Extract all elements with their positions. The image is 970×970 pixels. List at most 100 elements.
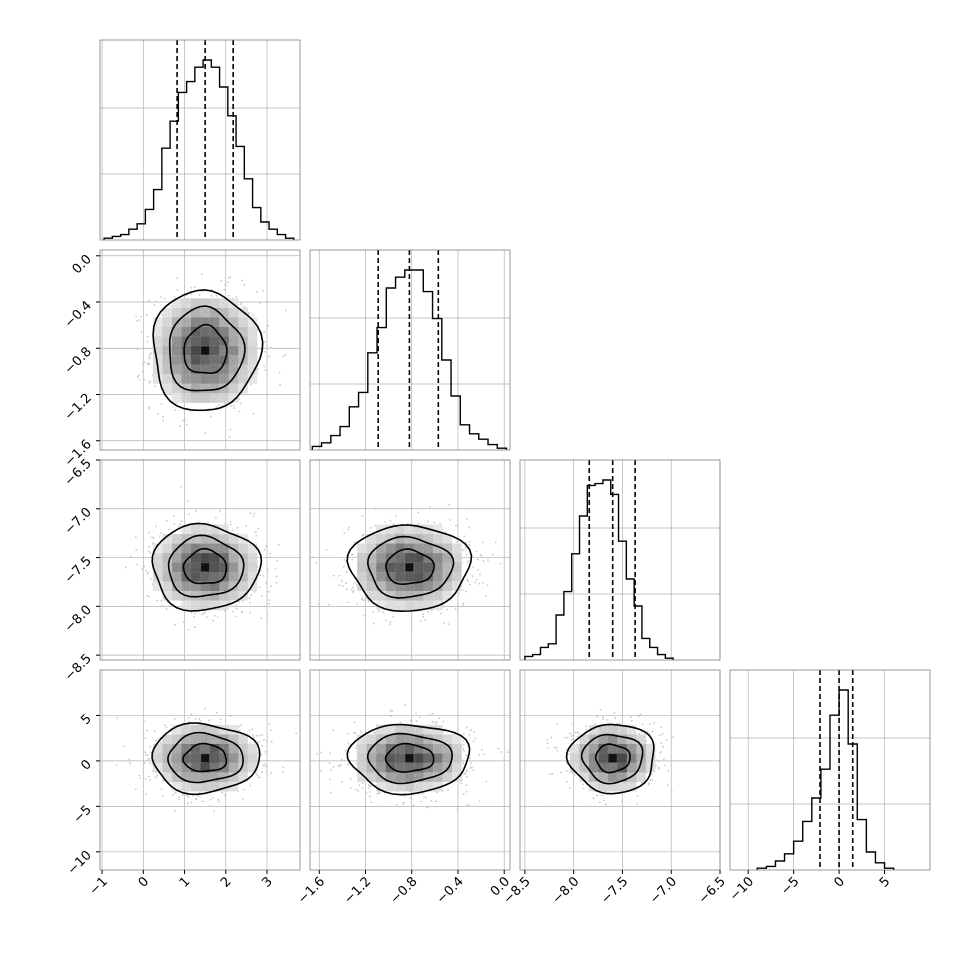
density-cell: [385, 600, 396, 611]
scatter-point: [143, 361, 146, 364]
panel-content: [115, 707, 298, 813]
scatter-point: [462, 549, 464, 552]
scatter-point: [239, 402, 242, 405]
density-cell: [152, 326, 163, 337]
scatter-point: [179, 523, 181, 526]
scatter-point: [361, 787, 364, 790]
scatter-point: [260, 753, 263, 756]
density-cell: [181, 326, 191, 337]
density-cell: [442, 543, 453, 554]
scatter-point: [402, 801, 405, 804]
density-cell: [452, 581, 462, 592]
density-cell: [209, 383, 220, 394]
scatter-point: [466, 578, 469, 581]
density-cell: [181, 724, 191, 735]
scatter-point: [142, 733, 145, 736]
scatter-point: [267, 590, 270, 593]
density-cell: [162, 734, 172, 744]
density-cell: [181, 743, 191, 754]
scatter-point: [261, 734, 263, 736]
density-cell: [152, 336, 163, 346]
density-cell: [423, 543, 434, 554]
density-cell: [219, 743, 229, 754]
scatter-point: [419, 619, 422, 622]
scatter-point: [181, 794, 184, 797]
scatter-point: [361, 515, 364, 517]
scatter-point: [349, 787, 352, 789]
scatter-point: [345, 571, 348, 573]
scatter-point: [346, 588, 348, 590]
scatter-point: [263, 763, 266, 765]
density-cell: [200, 734, 210, 744]
scatter-point: [346, 763, 349, 766]
scatter-point: [141, 568, 143, 570]
density-cell: [376, 781, 386, 792]
scatter-point: [338, 574, 341, 577]
scatter-point: [175, 402, 178, 405]
scatter-point: [191, 466, 193, 468]
scatter-point: [240, 610, 243, 613]
density-cell: [200, 383, 210, 394]
scatter-point: [262, 764, 265, 767]
scatter-point: [374, 731, 377, 734]
density-cell: [162, 543, 172, 554]
scatter-point: [345, 582, 348, 585]
density-cell: [228, 543, 239, 554]
density-cell: [423, 581, 434, 592]
density-cell: [209, 524, 220, 535]
scatter-point: [472, 566, 475, 568]
scatter-point: [270, 740, 273, 743]
density-cell: [190, 553, 201, 563]
scatter-point: [266, 615, 269, 617]
scatter-point: [136, 348, 139, 351]
scatter-point: [153, 385, 156, 388]
panel-frame: [99, 669, 301, 871]
scatter-point: [204, 432, 207, 435]
scatter-point: [253, 512, 256, 515]
density-cell: [238, 543, 248, 554]
scatter-point: [249, 247, 251, 249]
density-cell: [385, 543, 396, 554]
hist-panel-3: [729, 669, 931, 871]
density-cell: [181, 762, 191, 773]
density-cell: [152, 753, 163, 763]
scatter-point: [463, 773, 465, 775]
density-cell: [171, 326, 182, 337]
scatter-point: [475, 578, 478, 581]
scatter-point: [148, 380, 151, 383]
density-cell: [238, 345, 248, 356]
scatter-point: [255, 734, 258, 737]
density-cell: [366, 562, 377, 573]
scatter-point: [431, 721, 434, 724]
scatter-point: [471, 766, 473, 769]
scatter-point: [282, 770, 285, 773]
scatter-point: [146, 335, 149, 338]
density-cell: [171, 364, 182, 375]
density-cell: [152, 317, 163, 327]
scatter-point: [211, 797, 214, 799]
scatter-point: [409, 719, 412, 722]
scatter-point: [253, 736, 255, 739]
scatter-point: [424, 619, 427, 621]
scatter-point: [438, 717, 441, 720]
scatter-point: [148, 545, 151, 548]
scatter-point: [254, 531, 257, 534]
scatter-point: [252, 314, 255, 317]
scatter-point: [186, 802, 189, 805]
density-cell: [200, 572, 210, 582]
density-cell: [162, 572, 172, 582]
scatter-point: [160, 403, 163, 406]
contour-line: [366, 535, 455, 599]
density-cell: [219, 534, 229, 544]
scatter-point: [478, 800, 481, 803]
scatter-point: [342, 565, 345, 568]
density-cell: [209, 553, 220, 563]
scatter-point: [470, 762, 473, 765]
scatter-point: [252, 412, 255, 415]
scatter-point: [341, 780, 343, 783]
scatter-point: [146, 753, 149, 756]
density-cell: [209, 772, 220, 782]
scatter-point: [351, 553, 354, 556]
scatter-point: [146, 362, 149, 365]
scatter-point: [320, 751, 323, 754]
